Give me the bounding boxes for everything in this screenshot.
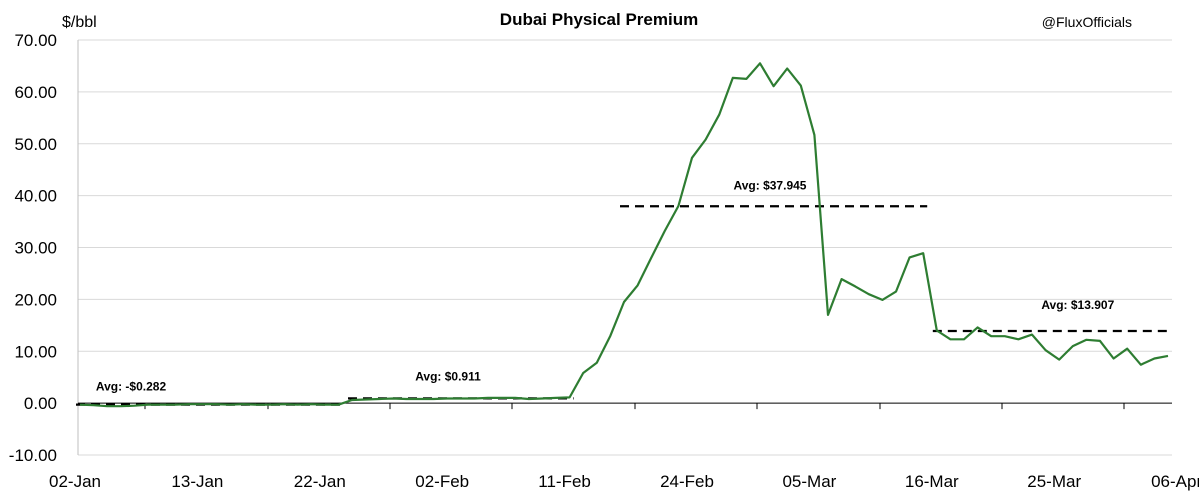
y-tick-label: 50.00: [14, 135, 57, 154]
x-tick-label: 02-Feb: [415, 472, 469, 491]
x-tick-label: 02-Jan: [49, 472, 101, 491]
y-tick-label: 40.00: [14, 187, 57, 206]
average-label: Avg: $13.907: [1041, 298, 1114, 312]
x-tick-label: 05-Mar: [782, 472, 836, 491]
y-tick-label: 70.00: [14, 31, 57, 50]
average-label: Avg: $0.911: [415, 369, 481, 383]
series-line: [79, 62, 1169, 408]
series: [79, 62, 1169, 408]
x-tick-label: 11-Feb: [538, 472, 591, 491]
y-tick-label: 30.00: [14, 239, 57, 258]
y-axis-ticks: -10.00 0.00 10.00 20.00 30.00 40.00 50.00 60.00…: [9, 31, 57, 465]
axes: [77, 40, 1172, 455]
y-tick-label: 10.00: [14, 342, 57, 361]
y-tick-label: 0.00: [24, 394, 57, 413]
y-tick-label: -10.00: [9, 446, 57, 465]
x-tick-label: 16-Mar: [905, 472, 959, 491]
chart-title: Dubai Physical Premium: [500, 10, 698, 29]
y-axis-unit-label: $/bbl: [62, 14, 97, 31]
y-tick-label: 60.00: [14, 83, 57, 102]
x-tick-label: 24-Feb: [660, 472, 714, 491]
average-label: Avg: $37.945: [734, 178, 807, 192]
x-tick-label: 13-Jan: [171, 472, 223, 491]
x-axis-ticks: 02-Jan 13-Jan 22-Jan 02-Feb 11-Feb 24-Feb 05-M…: [49, 403, 1199, 491]
average-label: Avg: -$0.282: [96, 380, 167, 394]
x-tick-label: 06-Apr: [1151, 472, 1199, 491]
x-tick-label: 25-Mar: [1027, 472, 1081, 491]
y-tick-label: 20.00: [14, 290, 57, 309]
average-lines: Avg: -$0.282 Avg: $0.911 Avg: $37.945 Avg: …: [76, 178, 1172, 406]
x-tick-label: 22-Jan: [294, 472, 346, 491]
source-handle: @FluxOfficials: [1042, 14, 1132, 30]
gridlines: [78, 39, 1172, 456]
